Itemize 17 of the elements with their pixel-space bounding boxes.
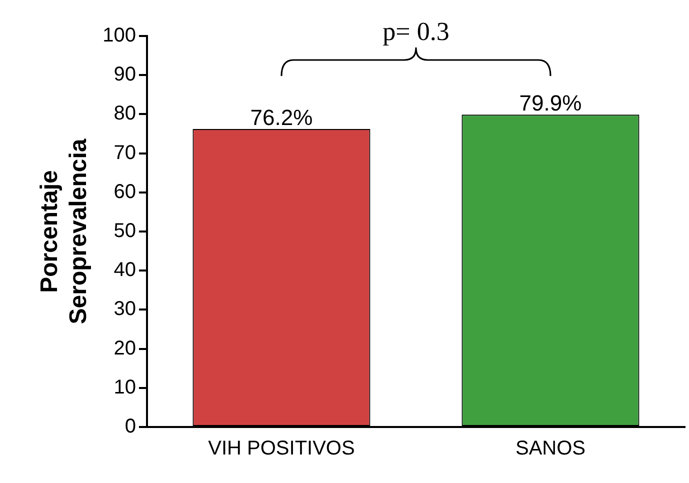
y-tick-label: 30 bbox=[114, 298, 136, 320]
x-tick-label: SANOS bbox=[515, 438, 586, 460]
y-tick-label: 60 bbox=[114, 180, 136, 203]
x-tick-label: VIH POSITIVOS bbox=[208, 438, 355, 460]
y-tick-label: 40 bbox=[114, 259, 136, 282]
y-tick-label: 50 bbox=[114, 220, 136, 242]
annotation: p= 0.3 bbox=[382, 16, 450, 46]
data-label: 79.9% bbox=[519, 90, 582, 116]
data-label: 76.2% bbox=[250, 105, 313, 130]
y-axis-title: Porcentaje Seroprevalencia bbox=[36, 138, 92, 324]
y-tick-label: 90 bbox=[114, 64, 136, 86]
y-tick-label: 20 bbox=[114, 337, 136, 360]
y-tick-label: 10 bbox=[114, 376, 136, 398]
y-tick-label: 0 bbox=[124, 416, 136, 438]
y-tick-label: 80 bbox=[114, 102, 136, 125]
y-tick-label: 100 bbox=[102, 24, 136, 47]
y-tick-label: 70 bbox=[114, 142, 136, 164]
